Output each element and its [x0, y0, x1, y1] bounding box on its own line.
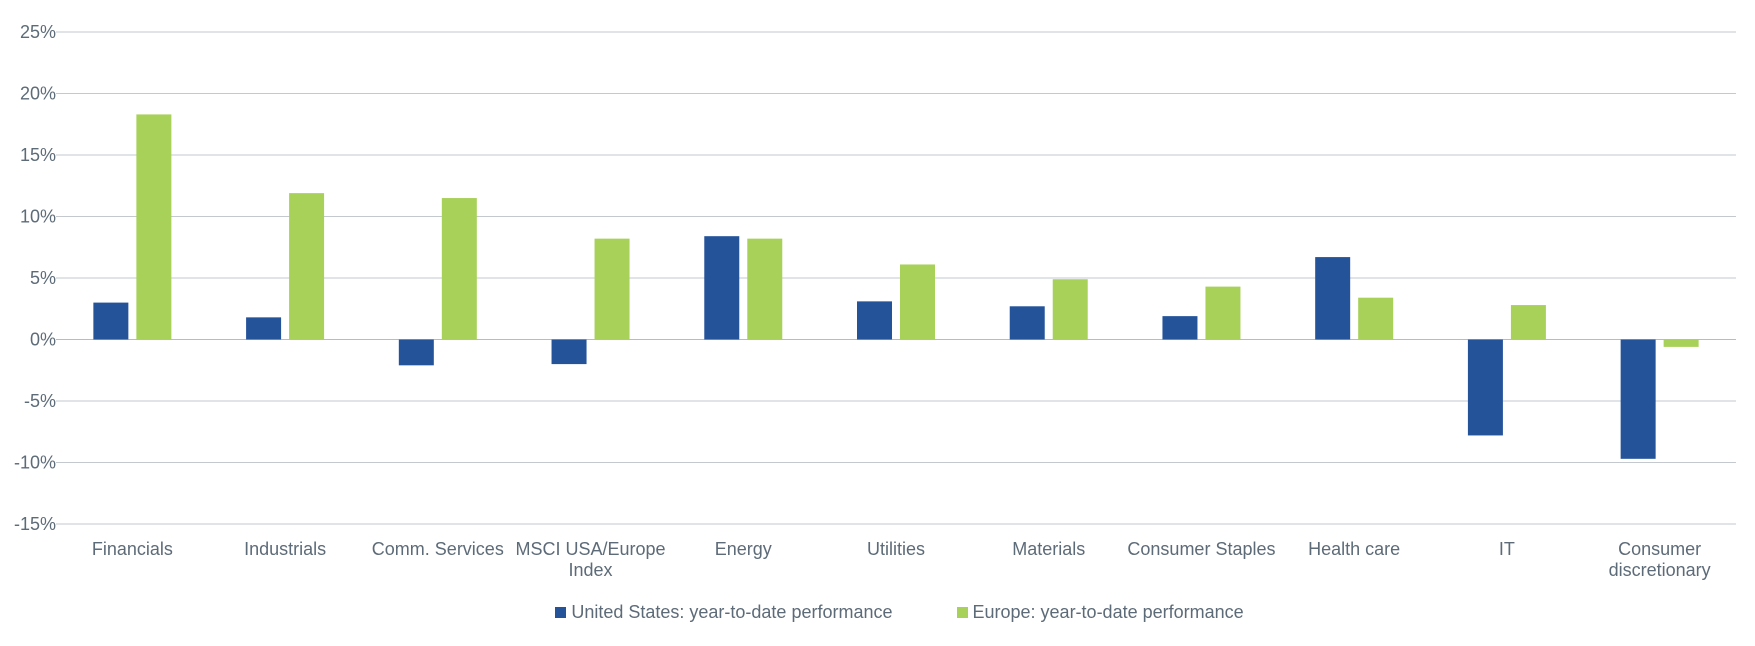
- x-category-label-line: Consumer: [1618, 539, 1701, 559]
- x-axis-categories: Financials Industrials Comm. Services MSCI …: [92, 539, 1711, 580]
- x-category-label-line: Consumer Staples: [1127, 539, 1275, 559]
- x-category-label: IT: [1499, 539, 1515, 559]
- bar-europe: [1205, 286, 1241, 340]
- x-category-label-line: IT: [1499, 539, 1515, 559]
- bar-europe: [747, 238, 783, 340]
- bar-europe: [289, 193, 325, 340]
- x-category-label-line: Health care: [1308, 539, 1400, 559]
- bar-europe: [594, 238, 630, 340]
- x-category-label-line: Industrials: [244, 539, 326, 559]
- legend-label-europe: Europe: year-to-date performance: [972, 602, 1244, 622]
- y-tick-label: -15%: [14, 514, 56, 534]
- legend-item-europe: Europe: year-to-date performance: [956, 602, 1244, 623]
- legend-label-us: United States: year-to-date performance: [571, 602, 893, 622]
- gridlines: [56, 31, 1736, 525]
- x-category-label: Health care: [1308, 539, 1400, 559]
- bar-us: [704, 236, 740, 340]
- bar-us: [551, 339, 587, 365]
- legend: United States: year-to-date performance …: [22, 602, 1755, 623]
- y-tick-label: 15%: [20, 145, 56, 165]
- bar-europe: [1510, 305, 1546, 340]
- y-tick-label: 0%: [30, 330, 56, 350]
- x-category-label-line: Financials: [92, 539, 173, 559]
- x-category-label: Consumer Staples: [1127, 539, 1275, 559]
- y-tick-label: -5%: [24, 391, 56, 411]
- y-tick-label: 20%: [20, 84, 56, 104]
- x-category-label-line: Comm. Services: [372, 539, 504, 559]
- x-category-label-line: Energy: [715, 539, 772, 559]
- bar-europe: [1052, 279, 1088, 340]
- bar-europe: [1358, 297, 1394, 340]
- bar-us: [857, 301, 892, 340]
- bar-us: [1162, 316, 1198, 340]
- bar-europe: [441, 198, 477, 340]
- legend-swatch-us: [555, 607, 567, 618]
- bars: [93, 114, 1699, 459]
- y-tick-label: -10%: [14, 453, 56, 473]
- x-category-label: Industrials: [244, 539, 326, 559]
- bar-us: [398, 339, 434, 366]
- y-tick-label: 5%: [30, 268, 56, 288]
- x-category-label: Utilities: [867, 539, 925, 559]
- bar-chart: 25% 20% 15% 10% 5% 0% -5% -10% -15% Financials In…: [14, 22, 1736, 580]
- legend-item-us: United States: year-to-date performance: [555, 602, 893, 623]
- x-category-label-line: discretionary: [1609, 560, 1711, 580]
- x-category-label-line: Materials: [1012, 539, 1085, 559]
- x-category-label: Consumer discretionary: [1609, 539, 1711, 580]
- x-category-label: Energy: [715, 539, 772, 559]
- bar-us: [1467, 339, 1503, 436]
- y-tick-label: 10%: [20, 207, 56, 227]
- bar-europe: [136, 114, 172, 340]
- y-tick-label: 25%: [20, 22, 56, 42]
- x-category-label-line: Utilities: [867, 539, 925, 559]
- x-category-label: Comm. Services: [372, 539, 504, 559]
- bar-us: [1620, 339, 1656, 459]
- bar-us: [93, 302, 129, 340]
- bar-europe: [900, 264, 935, 340]
- y-axis-ticks: 25% 20% 15% 10% 5% 0% -5% -10% -15%: [14, 22, 56, 534]
- x-category-label-line: Index: [569, 560, 613, 580]
- legend-swatch-europe: [956, 607, 968, 618]
- x-category-label: MSCI USA/Europe Index: [516, 539, 666, 580]
- bar-us: [1009, 306, 1045, 340]
- x-category-label: Financials: [92, 539, 173, 559]
- bar-europe: [1663, 339, 1699, 347]
- x-category-label: Materials: [1012, 539, 1085, 559]
- bar-us: [246, 317, 282, 340]
- x-category-label-line: MSCI USA/Europe: [516, 539, 666, 559]
- bar-us: [1315, 257, 1351, 340]
